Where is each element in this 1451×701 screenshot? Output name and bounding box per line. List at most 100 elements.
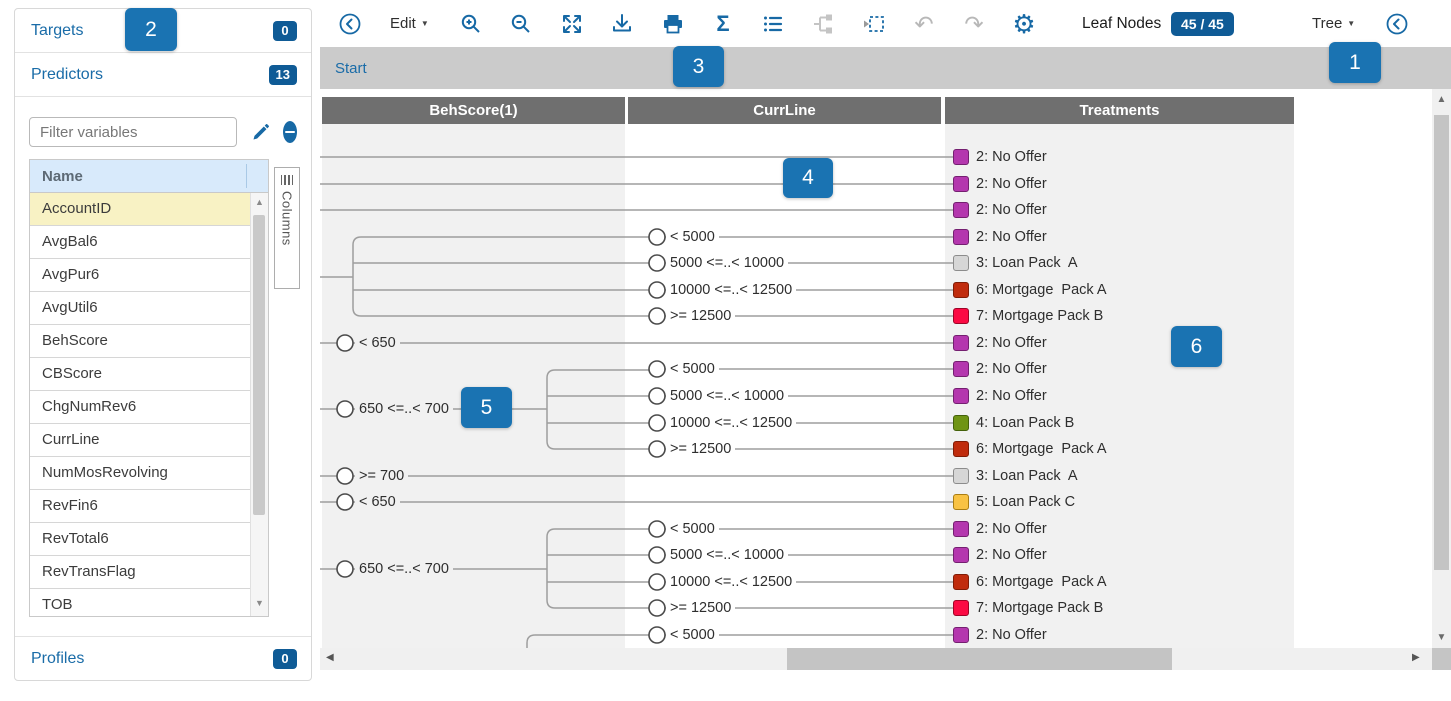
scrollbar-thumb[interactable] bbox=[787, 648, 1172, 670]
collapse-panel-right-icon[interactable] bbox=[1384, 11, 1410, 37]
tree-node-circle[interactable] bbox=[648, 440, 666, 458]
currline-node-label[interactable]: 5000 <=..< 10000 bbox=[666, 546, 789, 564]
treatment-item[interactable]: 3: Loan Pack A bbox=[953, 468, 1078, 484]
tree-node-circle[interactable] bbox=[336, 560, 354, 578]
treatment-item[interactable]: 6: Mortgage Pack A bbox=[953, 574, 1107, 590]
tree-node-circle[interactable] bbox=[648, 254, 666, 272]
treatment-item[interactable]: 6: Mortgage Pack A bbox=[953, 282, 1107, 298]
edit-menu[interactable]: Edit ▼ bbox=[390, 15, 429, 32]
collapse-panel-left-icon[interactable] bbox=[337, 11, 363, 37]
treatment-item[interactable]: 7: Mortgage Pack B bbox=[953, 600, 1103, 616]
column-header-treatments[interactable]: Treatments bbox=[945, 97, 1294, 124]
sidebar-section-predictors[interactable]: Predictors 13 bbox=[15, 53, 311, 97]
scrollbar-thumb[interactable] bbox=[253, 215, 265, 515]
currline-node-label[interactable]: < 5000 bbox=[666, 228, 719, 246]
sidebar-section-targets[interactable]: Targets 0 bbox=[15, 9, 311, 53]
behscore-node-label[interactable]: < 650 bbox=[355, 334, 400, 352]
treatment-item[interactable]: 2: No Offer bbox=[953, 361, 1047, 377]
print-icon[interactable] bbox=[660, 11, 686, 37]
treatment-item[interactable]: 5: Loan Pack C bbox=[953, 494, 1075, 510]
variable-row[interactable]: CBScore bbox=[30, 358, 251, 391]
remove-variable-icon[interactable] bbox=[283, 121, 297, 143]
tree-node-circle[interactable] bbox=[336, 400, 354, 418]
treatment-item[interactable]: 2: No Offer bbox=[953, 627, 1047, 643]
treatment-item[interactable]: 4: Loan Pack B bbox=[953, 415, 1074, 431]
currline-node-label[interactable]: 10000 <=..< 12500 bbox=[666, 281, 797, 299]
treatment-item[interactable]: 3: Loan Pack A bbox=[953, 255, 1078, 271]
treatment-item[interactable]: 2: No Offer bbox=[953, 229, 1047, 245]
column-header-behscore[interactable]: BehScore(1) bbox=[322, 97, 625, 124]
tree-node-circle[interactable] bbox=[648, 307, 666, 325]
settings-gear-icon[interactable]: ⚙ bbox=[1012, 9, 1036, 39]
tree-node-circle[interactable] bbox=[336, 493, 354, 511]
tree-node-circle[interactable] bbox=[336, 467, 354, 485]
tree-node-circle[interactable] bbox=[648, 626, 666, 644]
filter-variables-input[interactable] bbox=[29, 117, 237, 147]
tree-node-circle[interactable] bbox=[648, 228, 666, 246]
tree-node-circle[interactable] bbox=[648, 546, 666, 564]
scroll-down-icon[interactable]: ▼ bbox=[1436, 632, 1447, 643]
variable-row[interactable]: RevTotal6 bbox=[30, 523, 251, 556]
variable-row[interactable]: TOB bbox=[30, 589, 251, 616]
tree-node-circle[interactable] bbox=[648, 520, 666, 538]
variable-row[interactable]: ChgNumRev6 bbox=[30, 391, 251, 424]
zoom-out-icon[interactable] bbox=[508, 11, 534, 37]
variable-row[interactable]: AccountID bbox=[30, 193, 251, 226]
tree-node-circle[interactable] bbox=[648, 599, 666, 617]
variable-row[interactable]: BehScore bbox=[30, 325, 251, 358]
sigma-summary-icon[interactable]: Σ bbox=[716, 11, 730, 36]
behscore-node-label[interactable]: 650 <=..< 700 bbox=[355, 560, 453, 578]
tree-node-circle[interactable] bbox=[648, 414, 666, 432]
variables-scrollbar[interactable]: ▲ ▼ bbox=[250, 193, 268, 616]
list-view-icon[interactable] bbox=[760, 11, 786, 37]
currline-node-label[interactable]: >= 12500 bbox=[666, 440, 736, 458]
tree-vertical-scrollbar[interactable]: ▲ ▼ bbox=[1432, 89, 1451, 648]
scroll-up-icon[interactable]: ▲ bbox=[1436, 94, 1447, 105]
behscore-node-label[interactable]: >= 700 bbox=[355, 467, 409, 485]
variable-row[interactable]: CurrLine bbox=[30, 424, 251, 457]
tree-node-circle[interactable] bbox=[336, 334, 354, 352]
column-header-currline[interactable]: CurrLine bbox=[628, 97, 941, 124]
scroll-down-icon[interactable]: ▼ bbox=[255, 598, 264, 608]
sidebar-section-profiles[interactable]: Profiles 0 bbox=[15, 636, 311, 680]
zoom-in-icon[interactable] bbox=[458, 11, 484, 37]
behscore-node-label[interactable]: 650 <=..< 700 bbox=[355, 400, 453, 418]
strategy-tree-canvas[interactable]: 2: No Offer 2: No Offer 2: No Offer < 5000 2… bbox=[320, 89, 1432, 648]
download-icon[interactable] bbox=[609, 11, 635, 37]
variable-row[interactable]: NumMosRevolving bbox=[30, 457, 251, 490]
currline-node-label[interactable]: 5000 <=..< 10000 bbox=[666, 254, 789, 272]
treatment-item[interactable]: 2: No Offer bbox=[953, 388, 1047, 404]
tree-horizontal-scrollbar[interactable]: ◀ ▶ bbox=[320, 648, 1432, 670]
currline-node-label[interactable]: < 5000 bbox=[666, 626, 719, 644]
scroll-right-icon[interactable]: ▶ bbox=[1412, 652, 1420, 663]
currline-node-label[interactable]: >= 12500 bbox=[666, 599, 736, 617]
treatment-item[interactable]: 2: No Offer bbox=[953, 202, 1047, 218]
currline-node-label[interactable]: < 5000 bbox=[666, 520, 719, 538]
start-node-bar[interactable]: Start bbox=[320, 47, 1451, 89]
currline-node-label[interactable]: 5000 <=..< 10000 bbox=[666, 387, 789, 405]
variable-row[interactable]: RevFin6 bbox=[30, 490, 251, 523]
treatment-item[interactable]: 2: No Offer bbox=[953, 149, 1047, 165]
variable-row[interactable]: AvgUtil6 bbox=[30, 292, 251, 325]
tree-node-circle[interactable] bbox=[648, 387, 666, 405]
treatment-item[interactable]: 2: No Offer bbox=[953, 547, 1047, 563]
variable-row[interactable]: AvgPur6 bbox=[30, 259, 251, 292]
tree-node-circle[interactable] bbox=[648, 573, 666, 591]
scrollbar-thumb[interactable] bbox=[1434, 115, 1449, 570]
tree-menu[interactable]: Tree ▼ bbox=[1312, 15, 1355, 32]
variables-table-header[interactable]: Name bbox=[30, 160, 268, 193]
currline-node-label[interactable]: < 5000 bbox=[666, 360, 719, 378]
paste-node-icon[interactable] bbox=[861, 11, 887, 37]
scroll-up-icon[interactable]: ▲ bbox=[255, 197, 264, 207]
treatment-item[interactable]: 2: No Offer bbox=[953, 176, 1047, 192]
scroll-left-icon[interactable]: ◀ bbox=[326, 652, 334, 663]
variable-row[interactable]: RevTransFlag bbox=[30, 556, 251, 589]
treatment-item[interactable]: 7: Mortgage Pack B bbox=[953, 308, 1103, 324]
currline-node-label[interactable]: 10000 <=..< 12500 bbox=[666, 414, 797, 432]
variable-row[interactable]: AvgBal6 bbox=[30, 226, 251, 259]
tree-node-circle[interactable] bbox=[648, 281, 666, 299]
columns-panel-tab[interactable]: Columns bbox=[274, 167, 300, 289]
behscore-node-label[interactable]: < 650 bbox=[355, 493, 400, 511]
edit-pencil-icon[interactable] bbox=[251, 122, 271, 142]
treatment-item[interactable]: 6: Mortgage Pack A bbox=[953, 441, 1107, 457]
